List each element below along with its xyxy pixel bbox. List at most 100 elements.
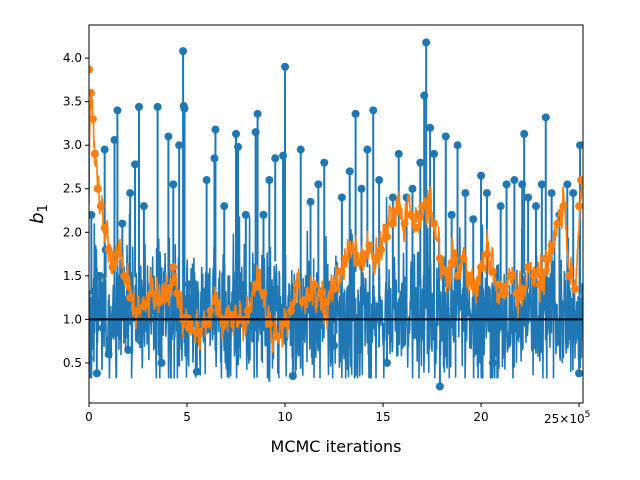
series-1-point [265, 176, 274, 185]
series-1-point [541, 113, 550, 122]
series-2-point [488, 267, 497, 276]
series-2-point [377, 245, 386, 254]
series-2-point [394, 206, 403, 215]
series-1-point [92, 369, 101, 378]
series-2-point [435, 254, 444, 263]
series-2-point [120, 271, 129, 280]
series-1-point [496, 202, 505, 211]
series-2-point [173, 289, 182, 298]
series-2-point [298, 297, 307, 306]
series-1-point [537, 180, 546, 189]
series-1-point [477, 171, 486, 180]
series-2-point [292, 280, 301, 289]
series-1-point [220, 202, 229, 211]
series-1-point [388, 193, 397, 202]
axes-frame [88, 24, 584, 404]
series-1-point [314, 180, 323, 189]
series-2-point [412, 223, 421, 232]
series-2-point [96, 202, 105, 211]
series-1-point [510, 176, 519, 185]
series-2-point [279, 319, 288, 328]
series-2-point [565, 271, 574, 280]
series-1-point [453, 141, 462, 150]
series-2-point [524, 263, 533, 272]
series-2-point [89, 65, 93, 74]
series-2-point [382, 232, 391, 241]
x-offset-times: ×10 [559, 412, 584, 426]
y-tick-label: 1.0 [63, 312, 82, 326]
series-1-point [169, 180, 178, 189]
series-2-point [155, 297, 164, 306]
series-2-point [132, 306, 141, 315]
x-tick-label: 10 [277, 410, 292, 424]
series-1-point [180, 104, 189, 113]
y-axis-ticks: 0.5 1.0 1.5 2.0 2.5 3.0 3.5 4.0 [63, 51, 89, 370]
series-2-point [126, 293, 135, 302]
series-2-point [471, 284, 480, 293]
series-1-point [233, 142, 242, 151]
series-1-point [164, 132, 173, 141]
series-2-point [518, 284, 527, 293]
series-1-point [345, 167, 354, 176]
series-1-point [488, 358, 497, 367]
series-2-point [169, 263, 178, 272]
series-2-point [559, 202, 568, 211]
series-2-point [465, 271, 474, 280]
series-1-point [382, 358, 391, 367]
y-axis-label: b1 [27, 204, 51, 224]
series-2-point [477, 263, 486, 272]
series-1-point [482, 189, 491, 198]
series-2-point [553, 219, 562, 228]
series-2-point [353, 258, 362, 267]
series-2-point [459, 254, 468, 263]
series-2-point [273, 332, 282, 341]
series-1-point [124, 345, 133, 354]
series-2-point [447, 258, 456, 267]
series-1-point [576, 141, 583, 150]
x-tick-label: 20 [473, 410, 488, 424]
x-axis-label: MCMC iterations [271, 437, 402, 456]
series-1-point [575, 369, 583, 378]
series-1-point [89, 210, 96, 219]
series-2-point [206, 306, 215, 315]
series-1-point [502, 180, 511, 189]
series-1-point [320, 158, 329, 167]
series-2-point [330, 284, 339, 293]
series-1-point [351, 109, 360, 118]
series-2-point [506, 271, 515, 280]
series-2-point [529, 271, 538, 280]
series-2-point [200, 319, 209, 328]
series-2-point [89, 88, 95, 97]
series-1-point [98, 324, 107, 333]
series-2-point [184, 324, 193, 333]
series-2-point [541, 254, 550, 263]
series-1-point [89, 354, 93, 363]
series-2-point [163, 284, 172, 293]
series-2-point [494, 280, 503, 289]
series-2-point [89, 115, 97, 124]
series-2-point [90, 149, 99, 158]
series-2-point [482, 250, 491, 259]
series-2-point [304, 293, 313, 302]
series-1-point [416, 158, 425, 167]
series-2-point [453, 271, 462, 280]
series-2-point [310, 280, 319, 289]
x-axis-ticks: 0 5 10 15 20 [85, 403, 580, 424]
series-2-point [430, 219, 439, 228]
series-2-point [400, 219, 409, 228]
series-1-point [422, 38, 431, 47]
series-1-point [192, 367, 201, 376]
series-2-point [322, 297, 331, 306]
series-1-point [113, 106, 122, 115]
series-1-point [232, 129, 241, 138]
series-2-point [359, 250, 368, 259]
series-2-point [104, 245, 113, 254]
series-1-point [134, 102, 143, 111]
series-2-point [147, 289, 156, 298]
series-1-point [259, 210, 268, 219]
series-1-point [157, 358, 166, 367]
series-2-point [108, 263, 117, 272]
series-1-point [435, 382, 444, 391]
series-1-point [369, 106, 378, 115]
